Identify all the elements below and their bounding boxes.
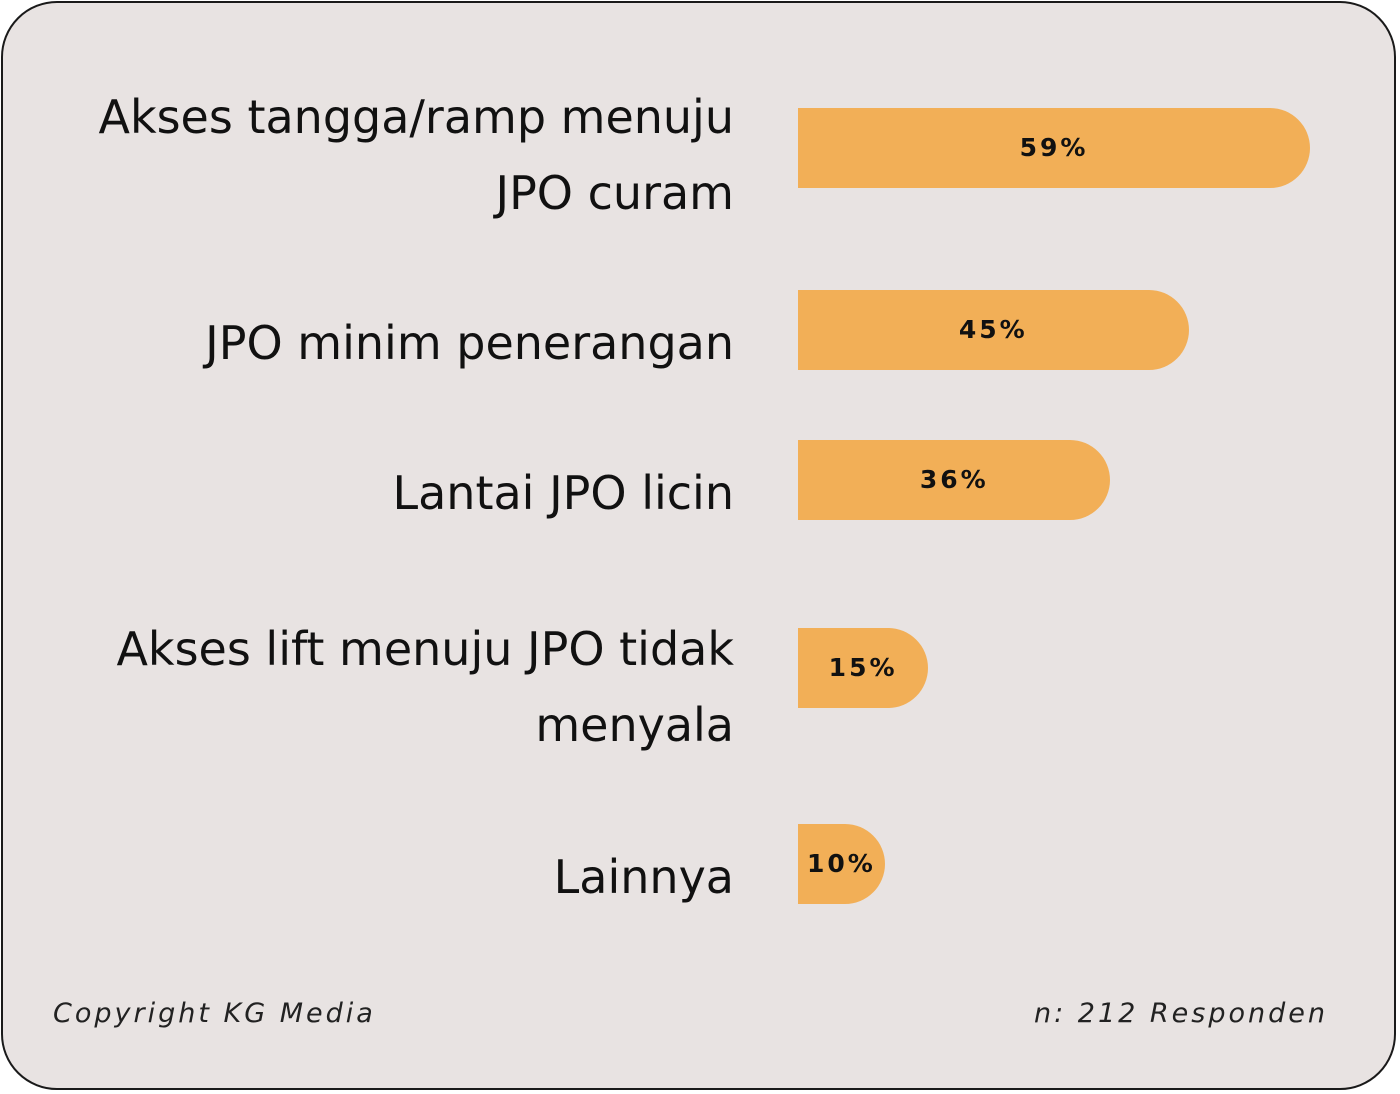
bar-value-label: 15% xyxy=(828,653,898,682)
bar xyxy=(798,108,1311,188)
bar xyxy=(798,440,1111,520)
bar-value-label: 45% xyxy=(958,315,1028,344)
sample-size-note: n: 212 Responden xyxy=(1034,998,1328,1029)
category-label: Lantai JPO licin xyxy=(392,466,734,520)
bar-value-label: 10% xyxy=(806,849,876,878)
bar-value-label: 36% xyxy=(919,465,989,494)
bar xyxy=(798,628,929,708)
copyright-note: Copyright KG Media xyxy=(53,998,376,1029)
bar-value-label: 59% xyxy=(1019,133,1089,162)
bar xyxy=(798,290,1189,370)
category-label: Akses lift menuju JPO tidak menyala xyxy=(116,622,734,752)
category-label: Lainnya xyxy=(553,850,734,904)
category-label: Akses tangga/ramp menuju JPO curam xyxy=(98,90,734,220)
bar xyxy=(798,824,885,904)
category-label: JPO minim penerangan xyxy=(205,316,734,370)
